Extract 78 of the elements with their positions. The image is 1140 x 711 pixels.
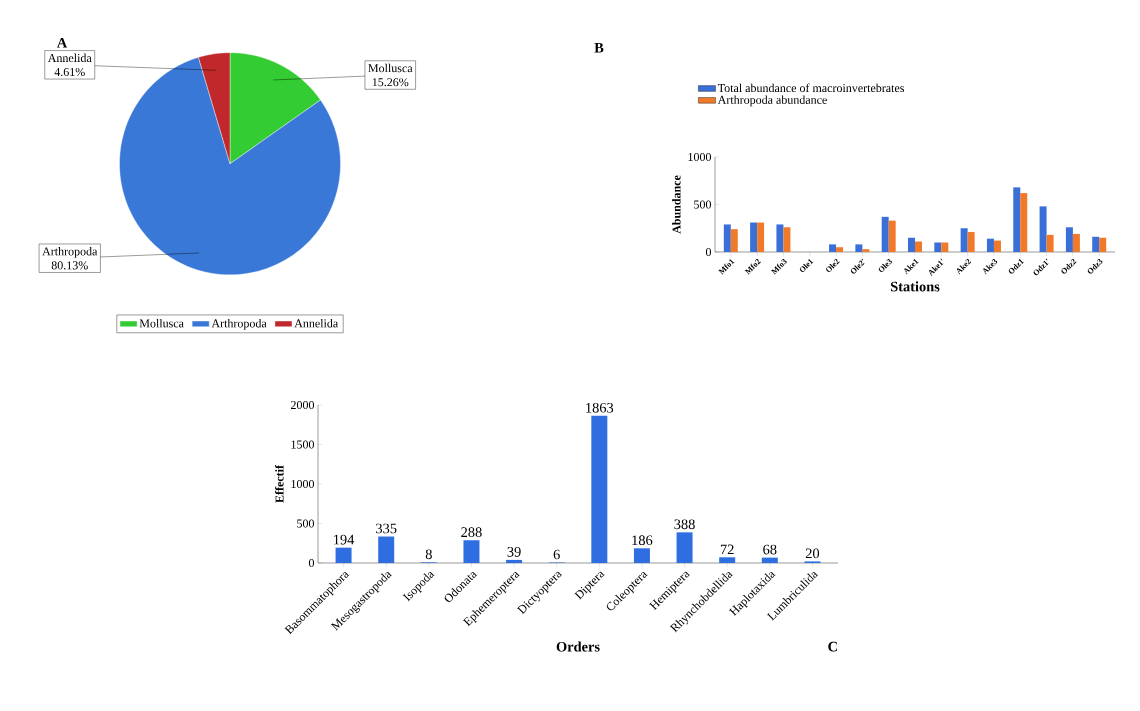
y-tick-label: 2000: [291, 400, 315, 410]
bar: [881, 216, 889, 252]
y-tick-label: 0: [705, 247, 712, 257]
data-label: 6: [553, 549, 560, 560]
bar: [378, 536, 395, 563]
legend-label: Arthropoda abundance: [717, 95, 827, 107]
text: C: [828, 641, 837, 652]
bar: [1020, 193, 1028, 252]
legend-label: Arthropoda: [211, 318, 267, 330]
bar: [1092, 236, 1100, 252]
bar: [941, 242, 949, 252]
bar: [1072, 233, 1080, 252]
bar: [1065, 227, 1073, 252]
data-label: 288: [461, 527, 482, 538]
y-tick-label: 1500: [291, 440, 315, 449]
bar: [1039, 206, 1047, 252]
data-label: 388: [674, 519, 695, 530]
bar: [676, 532, 693, 563]
data-label: 1863: [586, 402, 614, 413]
bar: [993, 240, 1001, 252]
bar: [1013, 187, 1021, 252]
legend-label: Mollusca: [139, 318, 184, 328]
data-label: 186: [632, 535, 653, 546]
data-label: 72: [720, 544, 734, 555]
bar: [506, 559, 523, 563]
x-tick-label: Ole2: [826, 259, 840, 272]
x-axis-title: Orders: [556, 641, 600, 652]
bar: [783, 227, 791, 252]
bar: [829, 244, 837, 252]
y-tick-label: 500: [694, 200, 712, 209]
bar: [591, 415, 608, 563]
data-label: 68: [763, 544, 777, 555]
bar: [463, 540, 480, 563]
slice-label: Arthropoda: [42, 246, 98, 258]
bar: [888, 220, 896, 252]
bar: [719, 557, 736, 563]
y-tick-label: 500: [297, 519, 315, 528]
data-label: 39: [507, 547, 521, 557]
bar: [1046, 234, 1054, 252]
bar: [633, 548, 650, 563]
bar: [960, 228, 968, 252]
bar: [915, 241, 923, 252]
bar: [1099, 237, 1107, 252]
y-tick-label: 1000: [688, 152, 712, 162]
slice-label: Annelida: [47, 53, 92, 62]
bar: [862, 249, 870, 252]
data-label: 194: [334, 534, 355, 545]
x-axis-title: Stations: [890, 281, 940, 292]
legend-label: Annelida: [294, 318, 339, 328]
x-tick-label: Ole1: [799, 259, 814, 272]
slice-label: Mollusca: [368, 63, 413, 73]
bar: [723, 224, 731, 252]
x-tick-label: Ole3: [878, 259, 892, 272]
bar: [986, 238, 994, 252]
bar: [908, 237, 915, 252]
y-axis-title: Abundance: [672, 175, 681, 234]
bar: [855, 244, 863, 252]
bar: [730, 229, 738, 252]
data-label: 8: [425, 549, 432, 560]
data-label: 15.26%: [372, 78, 409, 87]
data-label: 4.61%: [54, 67, 85, 77]
bar: [761, 557, 778, 563]
bar: [757, 222, 765, 252]
data-label: 80.13%: [51, 261, 88, 270]
bar: [776, 224, 784, 252]
bar: [934, 242, 942, 252]
bar: [967, 232, 975, 252]
bar: [836, 247, 844, 252]
legend-label: Total abundance of macroinvertebrates: [717, 83, 905, 93]
y-axis-title: Effectif: [275, 464, 284, 503]
text: B: [594, 42, 604, 53]
bar: [335, 547, 352, 563]
bar: [750, 222, 758, 252]
y-tick-label: 1000: [291, 479, 315, 489]
chart-title: A: [56, 37, 68, 48]
y-tick-label: 0: [308, 558, 315, 568]
data-label: 20: [805, 548, 820, 559]
data-label: 335: [376, 523, 397, 534]
